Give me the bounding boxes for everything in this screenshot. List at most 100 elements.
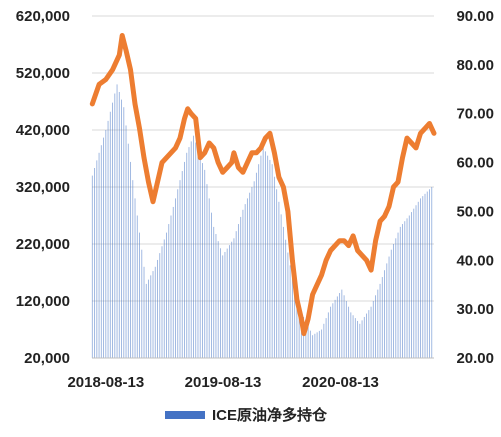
net-long-bar (343, 295, 345, 358)
net-long-bar (372, 301, 374, 358)
net-long-bar (285, 239, 287, 358)
net-long-bar (258, 164, 260, 358)
net-long-bar (240, 216, 242, 358)
net-long-bar (296, 295, 298, 358)
net-long-bar (352, 315, 354, 358)
net-long-bar (276, 189, 278, 358)
net-long-bar (280, 214, 282, 358)
net-long-bar (163, 239, 165, 358)
net-long-bar (341, 289, 343, 358)
net-long-bar (278, 201, 280, 358)
net-long-bar (368, 310, 370, 358)
net-long-bar (197, 149, 199, 358)
net-long-bar (307, 326, 309, 358)
left-tick-label: 520,000 (16, 65, 70, 82)
net-long-bar (100, 145, 102, 358)
net-long-bar (336, 296, 338, 358)
net-long-bar (134, 198, 136, 358)
net-long-bar (199, 156, 201, 358)
net-long-bar (161, 246, 163, 358)
net-long-bar (157, 259, 158, 358)
net-long-bar (406, 218, 408, 358)
net-long-bar (202, 163, 203, 358)
net-long-bar (271, 164, 273, 358)
net-long-bar (422, 196, 424, 358)
net-long-bar (386, 263, 388, 358)
net-long-bar (253, 181, 255, 358)
net-long-bar (402, 224, 403, 358)
net-long-bar (159, 253, 161, 358)
net-long-bar (190, 141, 192, 358)
net-long-bar (211, 212, 212, 358)
net-long-bar (206, 184, 208, 358)
net-long-bar (393, 244, 394, 358)
right-tick-label: 30.00 (456, 301, 494, 318)
net-long-bar (413, 208, 415, 358)
net-long-bar (267, 155, 269, 358)
net-long-bar (370, 306, 372, 358)
net-long-bar (334, 299, 336, 358)
net-long-bar (179, 180, 181, 358)
net-long-bar (345, 301, 347, 358)
net-long-bar (217, 241, 219, 358)
net-long-bar (228, 245, 230, 358)
net-long-bar (222, 255, 224, 358)
net-long-bar (244, 204, 246, 358)
net-long-bar (431, 187, 433, 358)
net-long-bar (166, 232, 167, 358)
line-series (89, 33, 437, 337)
net-long-bar (251, 187, 253, 358)
net-long-bar (130, 161, 131, 358)
net-long-bar (235, 231, 237, 358)
net-long-bar (404, 221, 406, 358)
net-long-bar (289, 265, 291, 358)
net-long-bar (143, 266, 145, 358)
right-tick-label: 90.00 (456, 8, 494, 25)
net-long-bar (177, 189, 179, 358)
net-long-bar (298, 303, 300, 358)
net-long-bar (417, 201, 419, 358)
net-long-bar (226, 248, 228, 358)
net-long-bar (127, 143, 129, 358)
net-long-bar (411, 212, 412, 358)
price-line (89, 33, 437, 337)
left-tick-label: 220,000 (16, 236, 70, 253)
net-long-bar (397, 232, 399, 358)
net-long-bar (105, 130, 107, 358)
net-long-bar (314, 333, 316, 358)
x-tick-label: 2019-08-13 (185, 374, 262, 391)
x-tick-label: 2018-08-13 (67, 374, 144, 391)
net-long-bar (231, 241, 233, 358)
net-long-bar (260, 155, 262, 358)
net-long-bar (269, 159, 271, 358)
net-long-bar (208, 198, 210, 358)
net-long-bar (366, 313, 368, 358)
net-long-bar (237, 224, 239, 358)
net-long-bar (357, 320, 359, 358)
net-long-bar (152, 271, 154, 358)
right-tick-label: 20.00 (456, 350, 494, 367)
left-tick-label: 620,000 (16, 8, 70, 25)
net-long-bar (330, 306, 332, 358)
net-long-bar (339, 293, 341, 358)
net-long-bar (125, 125, 127, 358)
net-long-bar (246, 198, 248, 358)
left-tick-label: 20,000 (24, 350, 70, 367)
left-y-axis: 620,000 520,000 420,000 320,000 220,000 120,0… (16, 8, 70, 367)
net-long-bar (193, 135, 194, 358)
right-tick-label: 50.00 (456, 203, 494, 220)
net-long-bar (188, 147, 190, 358)
net-long-bar (327, 312, 329, 358)
net-long-bar (377, 289, 379, 358)
right-tick-label: 60.00 (456, 155, 494, 172)
left-tick-label: 420,000 (16, 122, 70, 139)
net-long-bar (94, 168, 96, 358)
net-long-bar (291, 278, 293, 358)
net-long-bar (262, 147, 264, 358)
net-long-bar (233, 238, 235, 358)
net-long-bar (181, 171, 183, 358)
net-long-bar (242, 209, 244, 358)
net-long-bar (96, 160, 98, 358)
net-long-bar (332, 303, 334, 358)
